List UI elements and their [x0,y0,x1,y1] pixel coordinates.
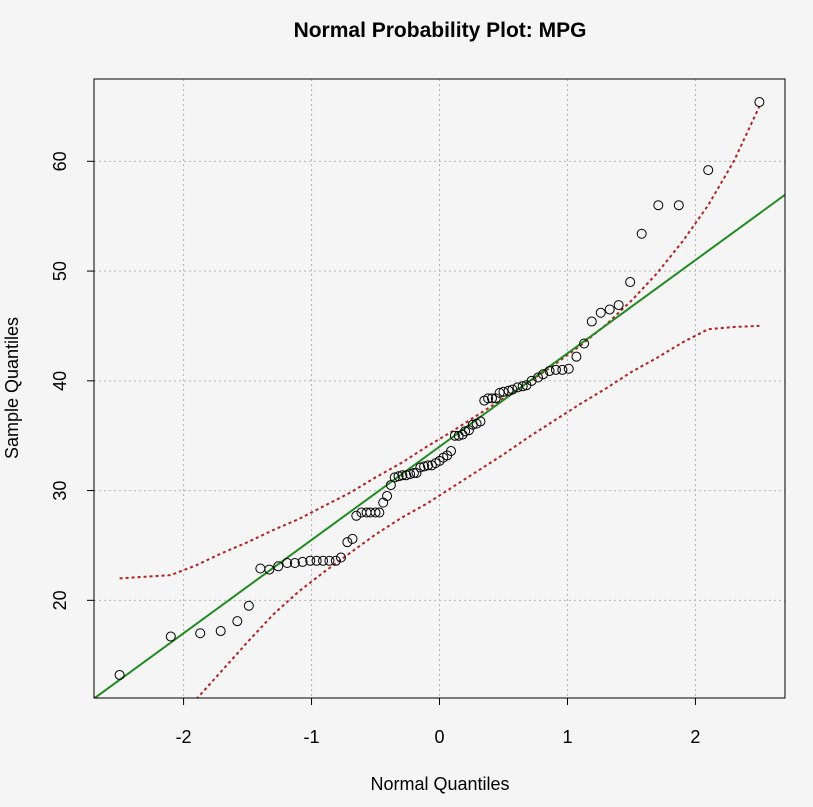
data-point [347,533,358,544]
data-point [318,555,329,566]
data-point [586,316,597,327]
y-tick-label: 60 [50,151,70,171]
data-point [195,628,206,639]
data-point [297,556,308,567]
data-point [538,369,549,380]
data-point [563,363,574,374]
data-point [408,468,419,479]
data-point [486,393,497,404]
data-point [422,460,433,471]
data-point [114,669,125,680]
x-axis-label: Normal Quantiles [370,774,509,794]
data-point [393,471,404,482]
y-tick-label: 30 [50,481,70,501]
x-tick-label: 2 [690,727,700,747]
data-point [503,385,514,396]
data-point [330,555,341,566]
data-point [550,364,561,375]
data-point [405,469,416,480]
reference-line [94,193,785,698]
data-point [475,416,486,427]
x-tick-label: 1 [562,727,572,747]
data-point [571,351,582,362]
y-axis: 20 30 40 50 60 [50,151,94,610]
data-point [483,393,494,404]
data-point [324,555,335,566]
data-point [411,468,422,479]
data-point [595,307,606,318]
data-point [374,507,385,518]
data-point [703,165,714,176]
data-point [754,97,765,108]
data-point [305,555,316,566]
data-point [579,338,590,349]
grid-lines [94,79,785,698]
data-point [382,491,393,502]
data-point [215,626,226,637]
y-tick-label: 20 [50,590,70,610]
data-point [446,446,457,457]
chart-title: Normal Probability Plot: MPG [294,19,587,42]
y-tick-label: 50 [50,261,70,281]
data-point [342,537,353,548]
data-point [613,300,624,311]
data-point [264,564,275,575]
data-point [490,393,501,404]
data-point [636,228,647,239]
reference-line-group [94,193,785,698]
data-point [625,277,636,288]
y-axis-label: Sample Quantiles [2,317,22,459]
data-point [232,616,243,627]
data-point [653,200,664,211]
data-point [243,600,254,611]
data-point [463,425,474,436]
data-point [449,430,460,441]
data-point [604,304,615,315]
data-point [673,200,684,211]
confidence-band-upper [119,105,761,580]
data-point [397,470,408,481]
data-point [419,461,430,472]
data-point [557,364,568,375]
data-point [273,561,284,572]
confidence-band [119,105,761,698]
data-point [351,510,362,521]
data-point [460,426,471,437]
data-points [114,97,765,680]
data-point [544,365,555,376]
data-point [526,375,537,386]
data-point [401,470,412,481]
data-point [389,472,400,483]
x-tick-label: 0 [434,727,444,747]
y-tick-label: 40 [50,371,70,391]
data-point [415,462,426,473]
data-point [282,558,293,569]
data-point [370,507,381,518]
data-point [517,381,528,392]
x-tick-label: -2 [176,727,192,747]
x-tick-label: -1 [304,727,320,747]
data-point [311,555,322,566]
data-point [507,384,518,395]
data-point [289,558,300,569]
x-axis: -2 -1 0 1 2 [176,698,700,747]
data-point [434,455,445,466]
data-point [165,631,176,642]
data-point [335,552,346,563]
data-point [533,372,544,383]
